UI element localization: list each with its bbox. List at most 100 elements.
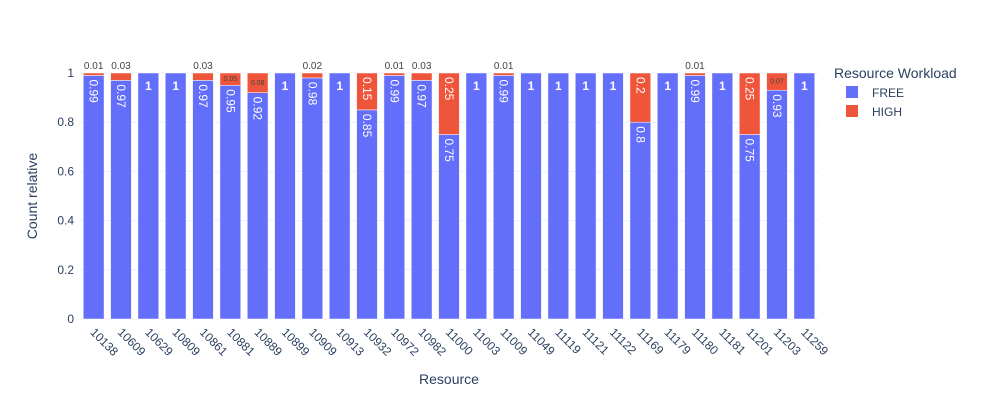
high-bar — [110, 72, 132, 81]
x-tick-label: 11169 — [634, 325, 666, 357]
legend-title: Resource Workload — [834, 65, 957, 81]
free-bar — [165, 72, 187, 320]
y-axis-ticks: 0 0.2 0.4 0.6 0.8 1 — [57, 66, 74, 326]
bar-value-label: 1 — [528, 79, 535, 93]
high-bar — [219, 72, 241, 86]
legend-label-high[interactable]: HIGH — [872, 105, 902, 119]
bar-value-label: 0.08 — [251, 80, 265, 87]
high-bar — [684, 72, 706, 76]
x-tick-label: 10899 — [279, 325, 313, 359]
free-bar — [192, 80, 214, 320]
free-bar — [547, 72, 569, 320]
bar-value-label: 0.07 — [770, 79, 784, 86]
x-axis-title: Resource — [419, 371, 479, 387]
x-tick-label: 10629 — [142, 325, 176, 359]
bar-value-label: 1 — [664, 79, 671, 93]
bar-value-label: 1 — [336, 79, 343, 93]
bar-value-label: 1 — [610, 79, 617, 93]
free-bar — [301, 77, 323, 320]
x-tick-label: 11259 — [798, 325, 831, 358]
high-bar — [83, 72, 105, 76]
x-tick-label: 11122 — [607, 325, 639, 357]
bar-value-label: 0.97 — [415, 84, 429, 108]
bar-value-label: 0.95 — [223, 89, 237, 113]
x-tick-label: 11179 — [662, 325, 694, 357]
bar-value-label: 1 — [719, 79, 726, 93]
bar-value-label: 1 — [145, 79, 152, 93]
bar-labels: 0.99 0.01 0.97 0.03 1 1 0.97 0.03 0.95 0.05 0.92 0.… — [84, 61, 808, 162]
legend-label-free[interactable]: FREE — [872, 86, 904, 100]
free-bar — [520, 72, 542, 320]
x-tick-label: 11009 — [498, 325, 531, 358]
bar-value-label: 0.99 — [497, 79, 511, 103]
bar-value-label: 0.01 — [385, 61, 405, 72]
free-bar — [383, 75, 405, 320]
y-tick-label: 1 — [67, 66, 74, 80]
free-bar — [629, 121, 651, 320]
bar-value-label: 0.75 — [743, 139, 757, 163]
bar-value-label: 0.03 — [412, 61, 432, 72]
free-bar — [137, 72, 159, 320]
bar-value-label: 0.99 — [87, 79, 101, 103]
high-bar — [301, 72, 323, 79]
x-tick-label: 10909 — [306, 325, 340, 359]
bar-value-label: 0.15 — [360, 77, 374, 101]
bar-value-label: 1 — [473, 79, 480, 93]
free-bar — [274, 72, 296, 320]
bar-value-label: 0.25 — [442, 77, 456, 101]
x-tick-label: 10889 — [252, 325, 286, 359]
bar-value-label: 0.92 — [251, 97, 265, 121]
high-bar — [629, 72, 651, 123]
x-tick-label: 11201 — [744, 325, 777, 358]
bar-value-label: 1 — [582, 79, 589, 93]
x-tick-label: 10881 — [224, 325, 258, 359]
high-bar — [192, 72, 214, 81]
x-tick-label: 11180 — [689, 325, 721, 357]
high-bar — [383, 72, 405, 76]
high-bar — [247, 72, 269, 93]
bar-value-label: 0.93 — [770, 94, 784, 118]
free-bar — [438, 134, 460, 320]
bar-value-label: 0.05 — [224, 76, 238, 83]
free-bar — [793, 72, 815, 320]
bar-value-label: 0.8 — [633, 126, 647, 143]
free-bar — [766, 89, 788, 320]
high-bar — [356, 72, 378, 111]
free-bar — [83, 75, 105, 320]
x-tick-label: 11049 — [525, 325, 558, 358]
x-tick-label: 10138 — [88, 325, 122, 359]
free-bar — [247, 92, 269, 320]
bar-value-label: 0.99 — [387, 79, 401, 103]
free-bar — [602, 72, 624, 320]
high-bar — [739, 72, 761, 135]
bar-value-label: 0.97 — [196, 84, 210, 108]
high-bar — [438, 72, 460, 135]
free-bar — [739, 134, 761, 320]
free-bar — [465, 72, 487, 320]
bar-value-label: 1 — [555, 79, 562, 93]
x-tick-label: 10609 — [115, 325, 149, 359]
bar-value-label: 0.01 — [494, 61, 514, 72]
bar-value-label: 1 — [282, 79, 289, 93]
bar-value-label: 0.01 — [685, 61, 705, 72]
legend-swatch-free[interactable] — [846, 86, 858, 98]
bar-value-label: 0.03 — [111, 61, 131, 72]
y-tick-label: 0.4 — [57, 214, 74, 228]
x-tick-label: 10809 — [170, 325, 204, 359]
x-tick-label: 10972 — [388, 325, 422, 359]
legend-swatch-high[interactable] — [846, 105, 858, 117]
free-bar — [356, 109, 378, 320]
y-tick-label: 0.6 — [57, 164, 74, 178]
free-bar — [657, 72, 679, 320]
free-bar — [411, 80, 433, 320]
y-tick-label: 0 — [67, 312, 74, 326]
bar-value-label: 0.25 — [743, 77, 757, 101]
bar-value-label: 0.97 — [114, 84, 128, 108]
y-tick-label: 0.2 — [57, 263, 74, 277]
x-tick-label: 10932 — [361, 325, 395, 359]
x-axis-ticks: 1013810609106291080910861108811088910899… — [88, 325, 832, 359]
legend: Resource Workload FREE HIGH — [834, 65, 957, 119]
y-axis-title: Count relative — [24, 153, 40, 240]
free-bar — [711, 72, 733, 320]
